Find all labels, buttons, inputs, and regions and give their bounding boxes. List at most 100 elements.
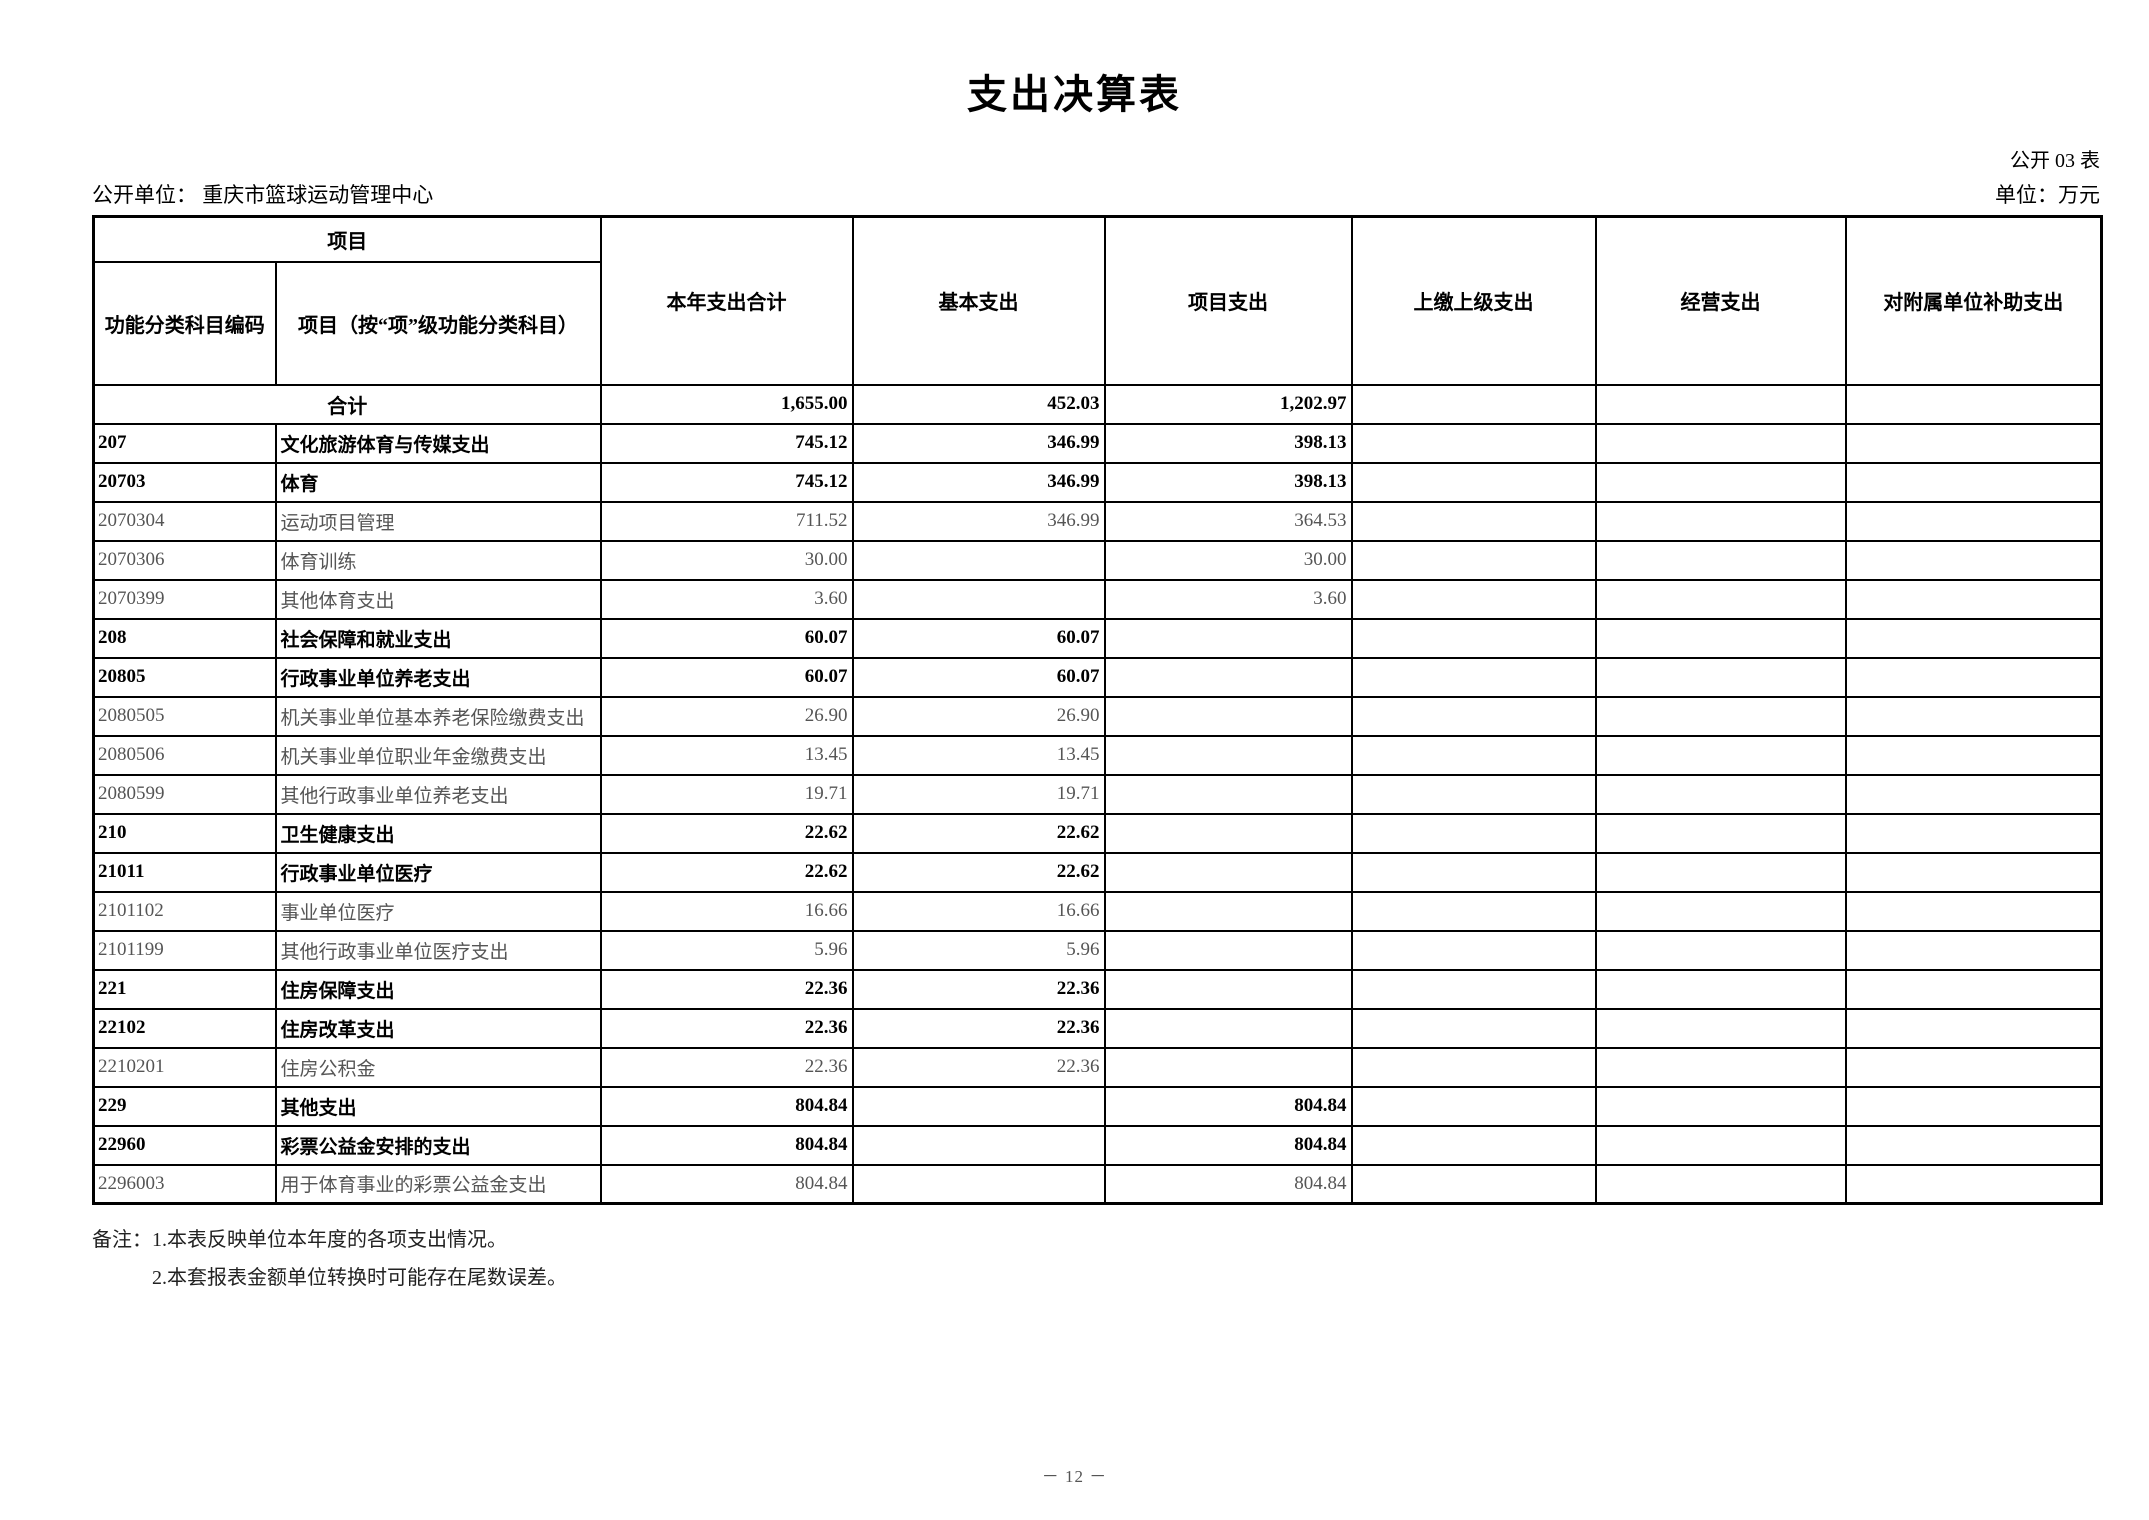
cell-project [1103, 695, 1353, 737]
cell-subsidy [1844, 1046, 2103, 1088]
cell-upper [1350, 1046, 1597, 1088]
row-name: 运动项目管理 [274, 500, 602, 542]
row-code: 210 [92, 812, 277, 854]
row-code: 2296003 [92, 1163, 277, 1205]
cell-subsidy [1844, 1163, 2103, 1205]
notes-block: 备注：1.本表反映单位本年度的各项支出情况。 2.本套报表金额单位转换时可能存在… [92, 1221, 2149, 1297]
cell-operating [1594, 1163, 1847, 1205]
cell-basic [851, 1124, 1106, 1166]
header-col-code: 功能分类科目编码 [92, 260, 277, 386]
note-line: 2.本套报表金额单位转换时可能存在尾数误差。 [152, 1267, 567, 1289]
cell-project: 804.84 [1103, 1124, 1353, 1166]
cell-operating [1594, 734, 1847, 776]
cell-project [1103, 617, 1353, 659]
meta-block: 公开 03 表 公开单位： 重庆市篮球运动管理中心 单位：万元 [92, 144, 2100, 209]
row-code: 2210201 [92, 1046, 277, 1088]
cell-basic: 22.36 [851, 968, 1106, 1010]
cell-project [1103, 656, 1353, 698]
cell-subsidy [1844, 695, 2103, 737]
row-name: 体育训练 [274, 539, 602, 581]
cell-upper [1350, 890, 1597, 932]
cell-subsidy [1844, 422, 2103, 464]
cell-subsidy [1844, 539, 2103, 581]
cell-operating [1594, 929, 1847, 971]
table-row: 2296003 用于体育事业的彩票公益金支出 804.84 804.84 [92, 1163, 2103, 1205]
row-code: 2070399 [92, 578, 277, 620]
cell-project: 30.00 [1103, 539, 1353, 581]
row-code: 207 [92, 422, 277, 464]
cell-total: 711.52 [599, 500, 854, 542]
row-name: 其他行政事业单位医疗支出 [274, 929, 602, 971]
table-row: 22960 彩票公益金安排的支出 804.84 804.84 [92, 1124, 2103, 1166]
row-name: 事业单位医疗 [274, 890, 602, 932]
cell-total: 804.84 [599, 1124, 854, 1166]
row-total-label: 合计 [92, 383, 602, 425]
cell-operating [1594, 422, 1847, 464]
cell-upper [1350, 812, 1597, 854]
row-name: 行政事业单位医疗 [274, 851, 602, 893]
cell-upper [1350, 929, 1597, 971]
row-name: 住房公积金 [274, 1046, 602, 1088]
cell-upper [1350, 734, 1597, 776]
row-code: 2080599 [92, 773, 277, 815]
cell-upper [1350, 1007, 1597, 1049]
row-name: 其他体育支出 [274, 578, 602, 620]
page-number: － 12 － [1041, 1467, 1108, 1486]
header-group-project: 项目 [92, 215, 602, 263]
table-row: 207 文化旅游体育与传媒支出 745.12 346.99 398.13 [92, 422, 2103, 464]
cell-subsidy [1844, 773, 2103, 815]
cell-operating [1594, 578, 1847, 620]
cell-basic: 346.99 [851, 461, 1106, 503]
cell-subsidy [1844, 851, 2103, 893]
cell-total: 804.84 [599, 1085, 854, 1127]
table-row: 229 其他支出 804.84 804.84 [92, 1085, 2103, 1127]
table-row: 2080505 机关事业单位基本养老保险缴费支出 26.90 26.90 [92, 695, 2103, 737]
table-row: 2101199 其他行政事业单位医疗支出 5.96 5.96 [92, 929, 2103, 971]
cell-upper [1350, 422, 1597, 464]
cell-project: 398.13 [1103, 422, 1353, 464]
page-title: 支出决算表 [967, 72, 1182, 117]
cell-subsidy [1844, 812, 2103, 854]
row-code: 22960 [92, 1124, 277, 1166]
row-code: 20805 [92, 656, 277, 698]
row-name: 住房保障支出 [274, 968, 602, 1010]
cell-operating [1594, 1007, 1847, 1049]
cell-upper [1350, 968, 1597, 1010]
org-name-label: 公开单位： 重庆市篮球运动管理中心 [92, 183, 434, 207]
row-name: 其他行政事业单位养老支出 [274, 773, 602, 815]
cell-subsidy [1844, 656, 2103, 698]
cell-total: 22.62 [599, 812, 854, 854]
cell-total: 60.07 [599, 656, 854, 698]
header-col-subsidy: 对附属单位补助支出 [1844, 215, 2103, 386]
row-code: 221 [92, 968, 277, 1010]
cell-operating [1594, 1124, 1847, 1166]
cell-subsidy [1844, 1085, 2103, 1127]
table-row: 2070306 体育训练 30.00 30.00 [92, 539, 2103, 581]
cell-upper [1350, 773, 1597, 815]
header-col-basic: 基本支出 [851, 215, 1106, 386]
table-row: 20805 行政事业单位养老支出 60.07 60.07 [92, 656, 2103, 698]
cell-project: 804.84 [1103, 1085, 1353, 1127]
row-code: 21011 [92, 851, 277, 893]
cell-total: 5.96 [599, 929, 854, 971]
cell-total: 16.66 [599, 890, 854, 932]
table-row: 2080506 机关事业单位职业年金缴费支出 13.45 13.45 [92, 734, 2103, 776]
row-name: 机关事业单位职业年金缴费支出 [274, 734, 602, 776]
cell-subsidy [1844, 1007, 2103, 1049]
row-name: 体育 [274, 461, 602, 503]
cell-basic: 60.07 [851, 656, 1106, 698]
cell-basic: 5.96 [851, 929, 1106, 971]
row-name: 机关事业单位基本养老保险缴费支出 [274, 695, 602, 737]
table-row: 合计 1,655.00 452.03 1,202.97 [92, 383, 2103, 425]
table-row: 2080599 其他行政事业单位养老支出 19.71 19.71 [92, 773, 2103, 815]
cell-upper [1350, 1163, 1597, 1205]
note-line: 备注：1.本表反映单位本年度的各项支出情况。 [92, 1229, 507, 1251]
cell-project: 1,202.97 [1103, 383, 1353, 425]
cell-upper [1350, 656, 1597, 698]
row-code: 2101199 [92, 929, 277, 971]
cell-operating [1594, 1085, 1847, 1127]
cell-basic: 346.99 [851, 500, 1106, 542]
cell-basic: 19.71 [851, 773, 1106, 815]
header-col-total: 本年支出合计 [599, 215, 854, 386]
cell-upper [1350, 461, 1597, 503]
